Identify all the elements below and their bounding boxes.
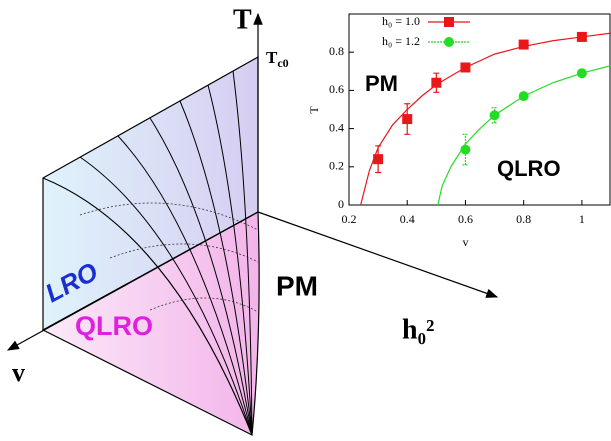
pm-label: PM — [276, 270, 318, 301]
y-tick-label: 0.6 — [329, 82, 344, 96]
y-tick-label: 0.2 — [329, 159, 344, 173]
annotation: QLRO — [497, 156, 561, 181]
legend-label: h₀ = 1.0 — [382, 14, 420, 28]
point — [373, 154, 383, 164]
annotation: PM — [365, 71, 398, 96]
tc0-sub: c0 — [277, 56, 288, 70]
legend-marker — [444, 17, 454, 27]
x-tick-label: 0.6 — [458, 212, 473, 226]
legend-label: h₀ = 1.2 — [382, 34, 420, 48]
qlro-label: QLRO — [75, 311, 153, 341]
x-tick-label: 0.8 — [516, 212, 531, 226]
t-axis-label: T — [233, 4, 252, 35]
x-tick-label: 1 — [579, 212, 585, 226]
point — [490, 110, 500, 120]
point — [460, 62, 470, 72]
point — [402, 114, 412, 124]
v-axis-label: v — [12, 358, 25, 387]
point — [577, 32, 587, 42]
legend-marker — [444, 37, 454, 47]
y-tick-label: 0.4 — [329, 120, 344, 134]
x-axis-label: v — [463, 235, 469, 249]
tc0-label: Tc0 — [266, 48, 289, 70]
y-tick-label: 0.8 — [329, 44, 344, 58]
y-axis-label: T — [307, 106, 321, 114]
x-tick-label: 0.4 — [400, 212, 415, 226]
h-axis-label: h₀² — [402, 314, 434, 345]
point — [460, 145, 470, 155]
y-tick-label: 0 — [338, 197, 344, 211]
tc0-base: T — [266, 48, 278, 67]
point — [519, 40, 529, 50]
point — [577, 68, 587, 78]
figure: T Tc0 v h₀² LRO QLRO PM 0.20.40.60.8100.… — [0, 0, 611, 441]
point — [519, 91, 529, 101]
x-tick-label: 0.2 — [342, 212, 357, 226]
point — [431, 78, 441, 88]
